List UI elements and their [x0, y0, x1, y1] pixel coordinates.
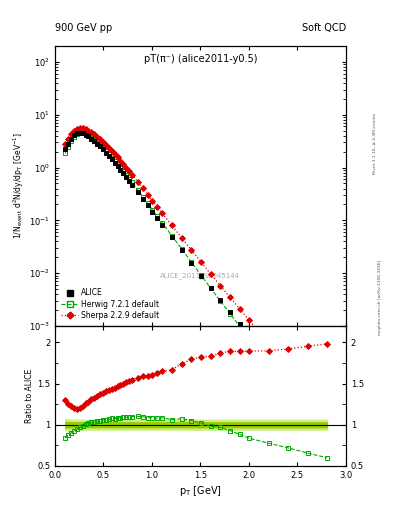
Text: Soft QCD: Soft QCD — [301, 23, 346, 33]
Y-axis label: 1/N$_{\rm event}$ d$^2$N/dy/dp$_{\rm T}$ [GeV$^{-1}$]: 1/N$_{\rm event}$ d$^2$N/dy/dp$_{\rm T}$… — [12, 133, 26, 240]
Text: pT(π⁻) (alice2011-y0.5): pT(π⁻) (alice2011-y0.5) — [144, 54, 257, 65]
Text: mcplots.cern.ch [arXiv:1306.3436]: mcplots.cern.ch [arXiv:1306.3436] — [378, 260, 382, 334]
Text: Rivet 3.1.10, ≥ 2.3M events: Rivet 3.1.10, ≥ 2.3M events — [373, 113, 377, 174]
Text: ALICE_2011_S8945144: ALICE_2011_S8945144 — [160, 272, 241, 279]
Text: 900 GeV pp: 900 GeV pp — [55, 23, 112, 33]
Y-axis label: Ratio to ALICE: Ratio to ALICE — [25, 369, 34, 423]
X-axis label: p$_{\rm T}$ [GeV]: p$_{\rm T}$ [GeV] — [179, 484, 222, 498]
Legend: ALICE, Herwig 7.2.1 default, Sherpa 2.2.9 default: ALICE, Herwig 7.2.1 default, Sherpa 2.2.… — [59, 286, 162, 322]
